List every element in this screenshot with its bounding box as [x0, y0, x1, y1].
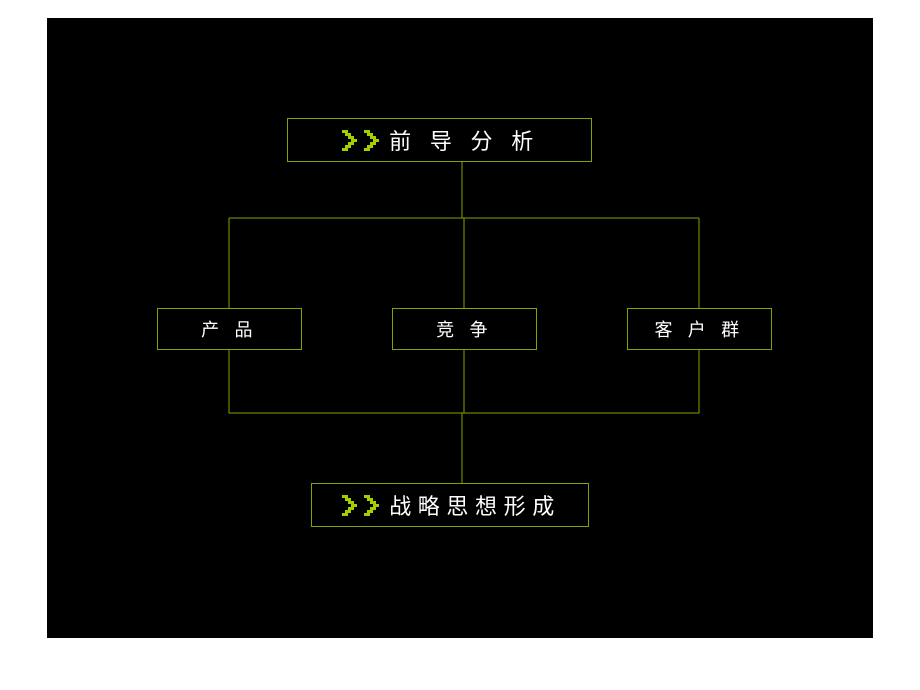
mid-node-competition: 竞 争	[392, 308, 537, 350]
top-node-label: 前 导 分 析	[389, 124, 540, 156]
top-node: 前 导 分 析	[287, 118, 592, 162]
bottom-node-label: 战略思想形成	[389, 489, 561, 521]
mid-node-label: 产 品	[201, 316, 258, 342]
chevron-icon	[339, 130, 379, 151]
mid-node-product: 产 品	[157, 308, 302, 350]
slide-canvas: 前 导 分 析 产 品 竞 争 客 户 群 战略思想形成	[47, 18, 873, 638]
bottom-node: 战略思想形成	[311, 483, 589, 527]
mid-node-customers: 客 户 群	[627, 308, 772, 350]
chevron-icon	[339, 495, 379, 516]
mid-node-label: 客 户 群	[655, 316, 745, 342]
mid-node-label: 竞 争	[436, 316, 493, 342]
